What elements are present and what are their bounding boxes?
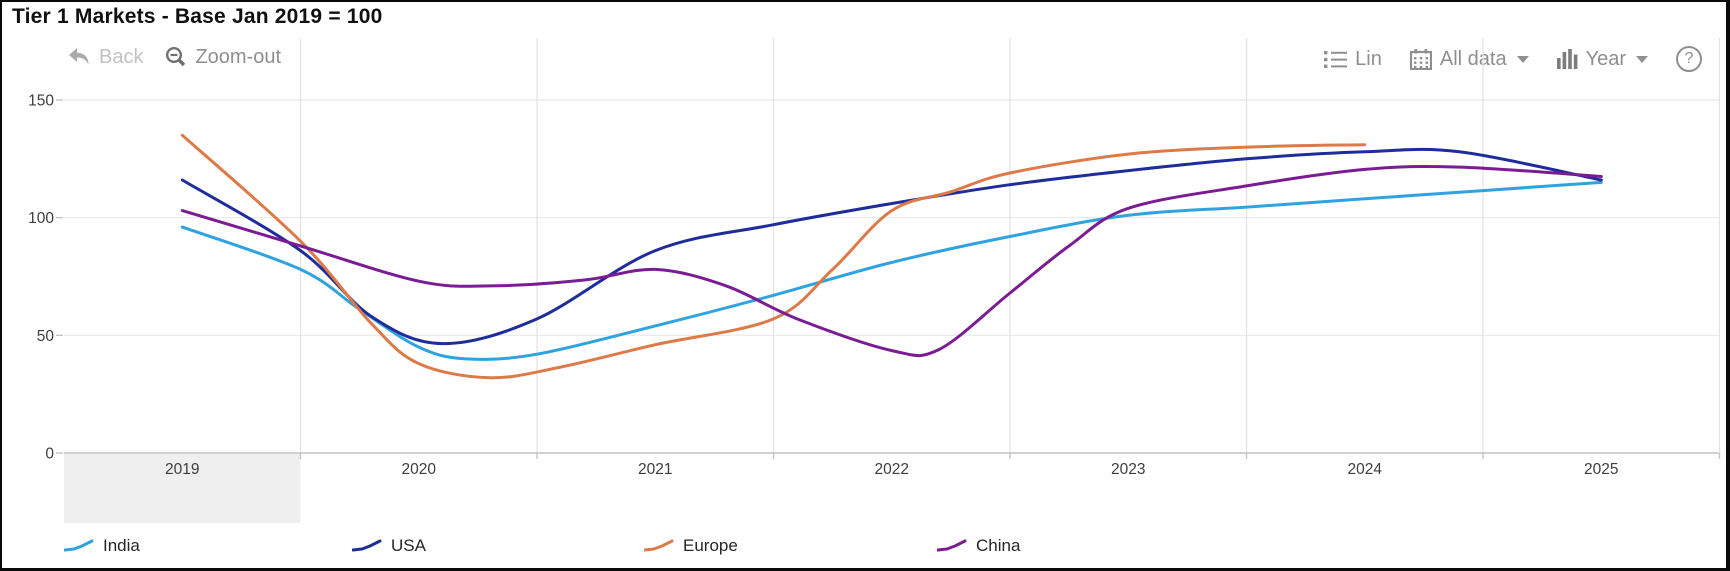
x-axis-label: 2025 — [1584, 461, 1618, 478]
series-line-europe — [180, 133, 1367, 380]
all-data-label: All data — [1440, 49, 1507, 69]
chart-toolbar-right: Lin All data — [1324, 46, 1702, 72]
x-axis-label: 2022 — [875, 461, 909, 478]
x-axis-label: 2023 — [1111, 461, 1145, 478]
plot-area[interactable] — [64, 38, 1719, 453]
y-axis-label: 0 — [45, 446, 54, 463]
help-button[interactable]: ? — [1676, 46, 1702, 72]
year-label: Year — [1586, 49, 1626, 69]
year-granularity-dropdown[interactable]: Year — [1556, 49, 1648, 69]
legend-item-china[interactable]: China — [937, 534, 1020, 558]
chevron-down-icon — [1516, 55, 1529, 63]
chevron-down-icon — [1636, 55, 1648, 63]
back-label: Back — [99, 47, 143, 67]
y-axis-label: 50 — [37, 328, 55, 345]
highlighted-period-band[interactable] — [64, 454, 301, 523]
x-axis-label: 2021 — [638, 461, 672, 478]
legend-label: Europe — [683, 536, 738, 555]
chart-title: Tier 1 Markets - Base Jan 2019 = 100 — [12, 5, 383, 28]
list-icon — [1324, 50, 1348, 68]
y-axis-label: 150 — [28, 93, 54, 110]
x-axis-label: 2020 — [402, 461, 437, 478]
zoom-out-icon — [166, 46, 186, 67]
back-button[interactable]: Back — [68, 47, 143, 68]
chart-toolbar-left: Back Zoom-out — [68, 46, 281, 68]
back-arrow-icon — [69, 47, 89, 64]
legend-item-europe[interactable]: Europe — [644, 534, 738, 558]
legend-line-marker — [352, 539, 382, 552]
legend-label: USA — [391, 536, 426, 555]
legend-label: India — [103, 536, 140, 555]
series-line-usa — [180, 147, 1603, 346]
all-data-dropdown[interactable]: All data — [1409, 48, 1529, 70]
legend-line-marker — [644, 539, 674, 552]
zoom-out-button[interactable]: Zoom-out — [165, 46, 281, 68]
zoom-out-label: Zoom-out — [195, 47, 281, 67]
y-axis-label: 100 — [28, 210, 54, 227]
linear-scale-toggle[interactable]: Lin — [1324, 49, 1382, 69]
legend-item-india[interactable]: India — [64, 534, 140, 558]
legend-label: China — [976, 536, 1021, 555]
chart-legend: India USA Europe China — [2, 534, 1726, 564]
legend-line-marker — [937, 539, 967, 552]
linear-scale-label: Lin — [1355, 49, 1382, 69]
series-line-china — [180, 164, 1603, 358]
legend-item-usa[interactable]: USA — [352, 534, 426, 558]
x-axis-label: 2024 — [1348, 461, 1383, 478]
help-label: ? — [1685, 50, 1694, 68]
calendar-icon — [1409, 48, 1432, 70]
legend-line-marker — [64, 539, 94, 552]
x-axis-label: 2019 — [165, 461, 199, 478]
bar-chart-icon — [1556, 49, 1577, 69]
